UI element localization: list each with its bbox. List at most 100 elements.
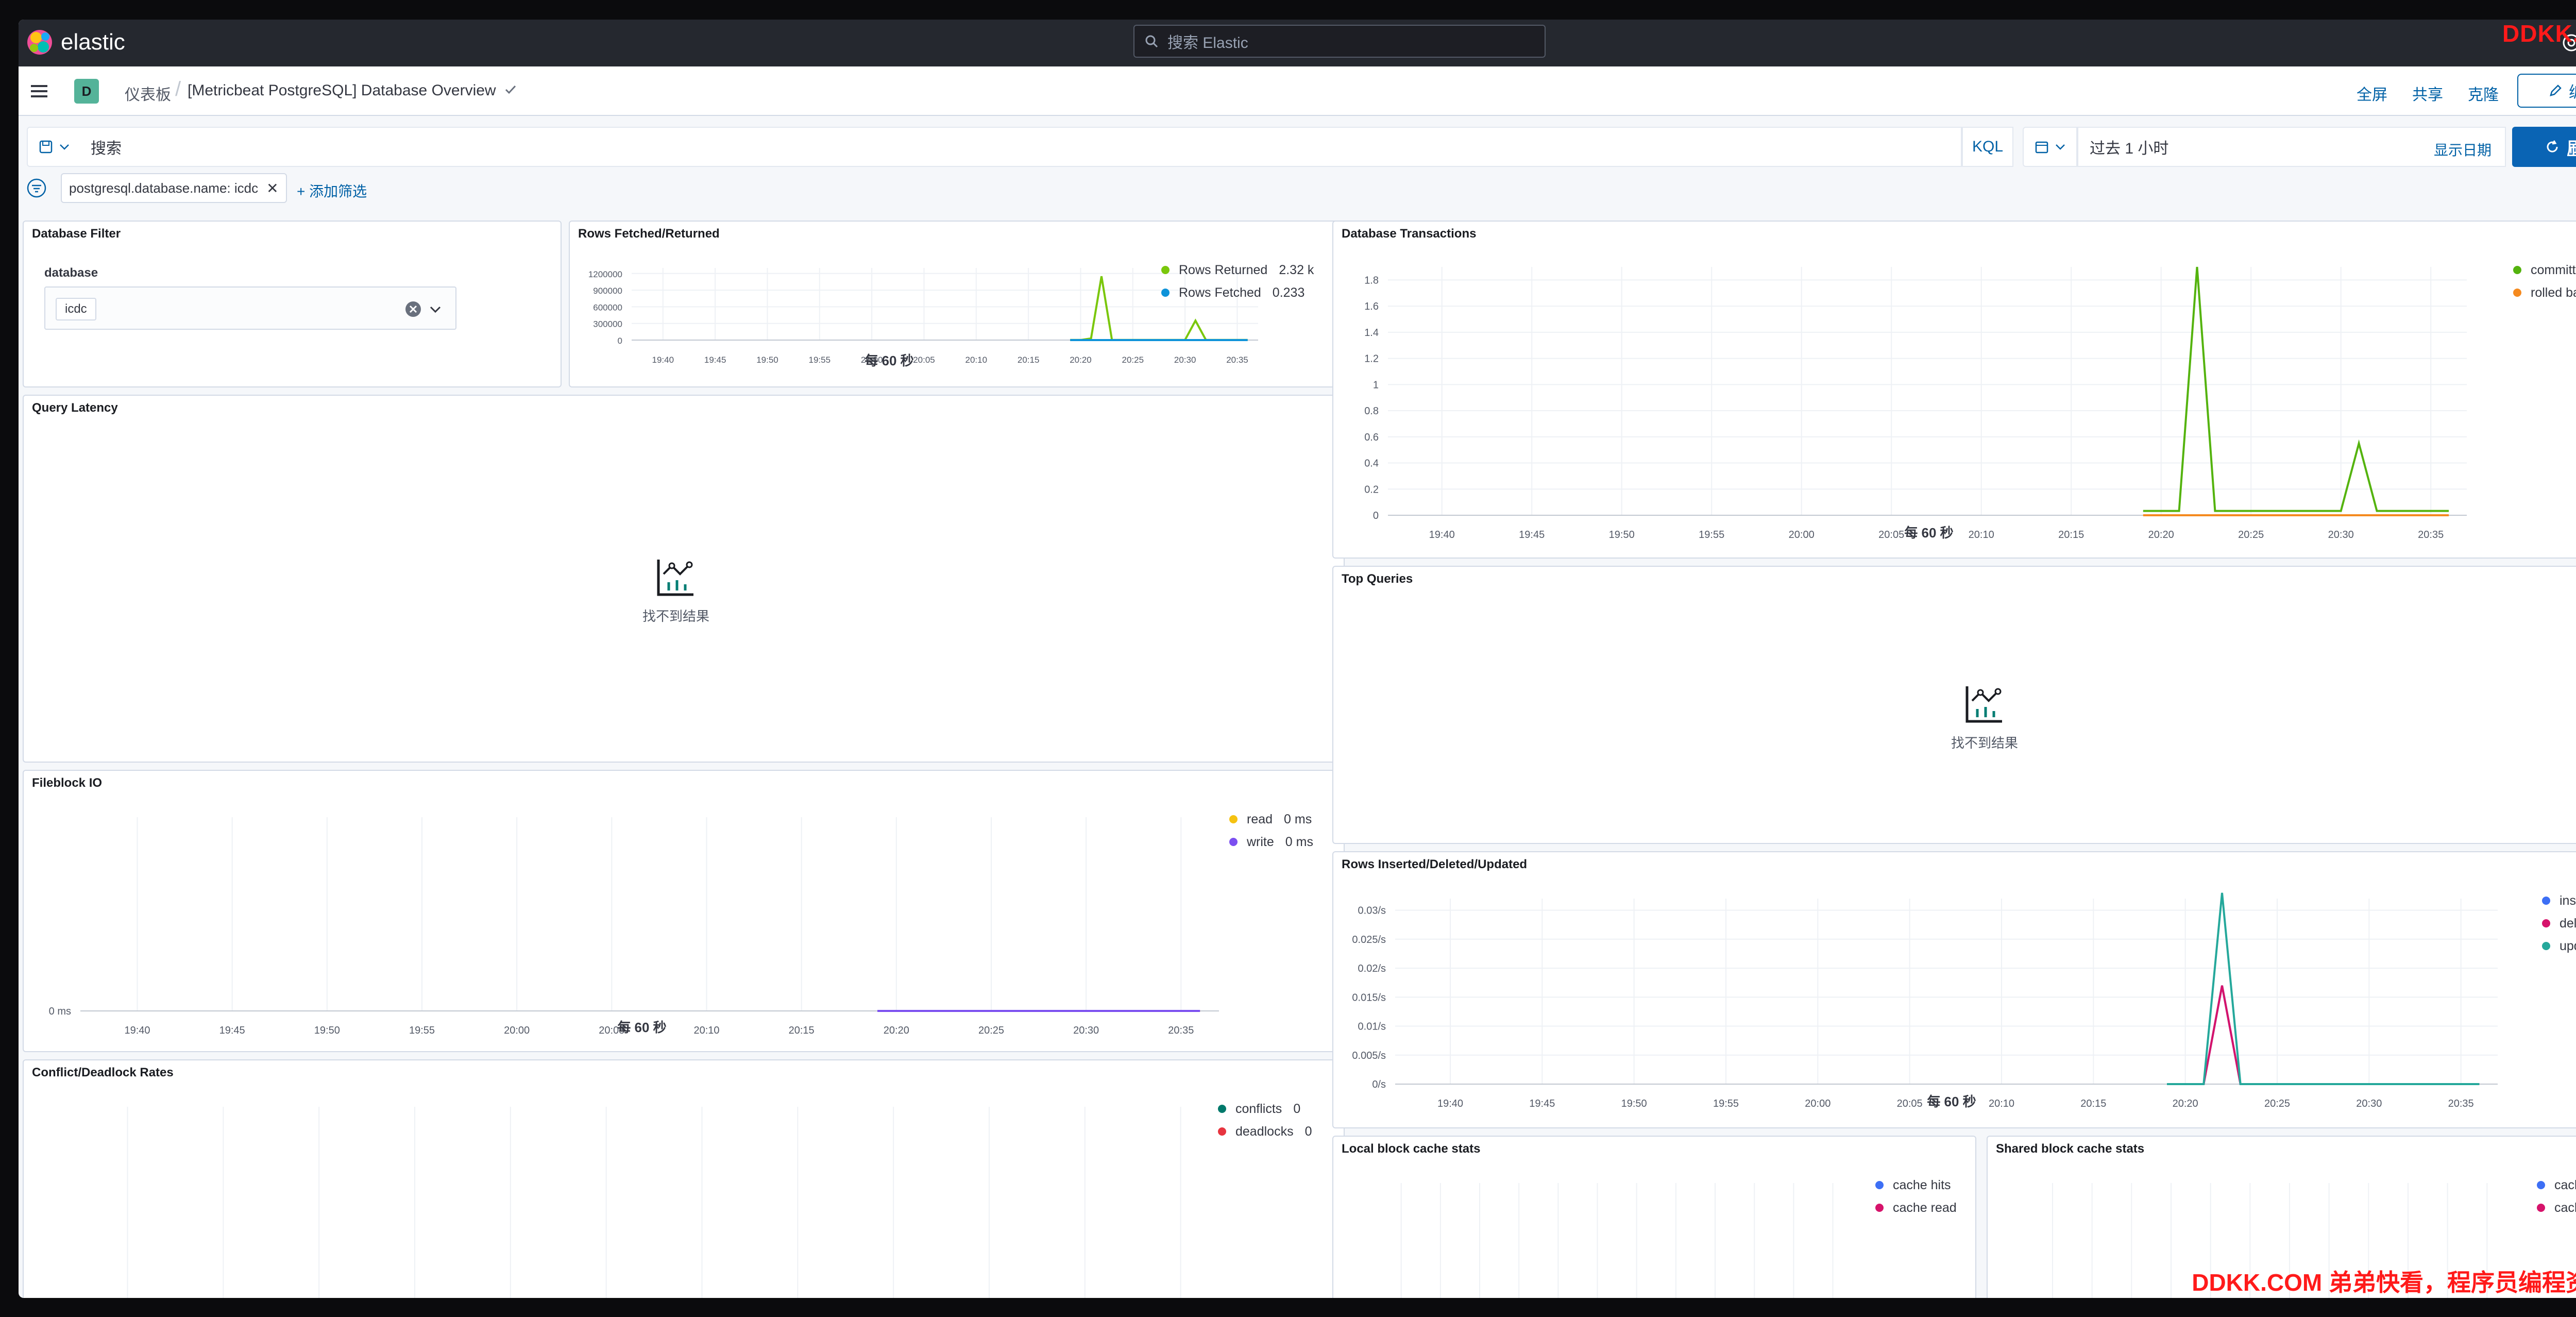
panel-title: Top Queries (1342, 572, 1413, 586)
legend-swatch (1229, 815, 1238, 823)
fullscreen-link[interactable]: 全屏 (2357, 87, 2387, 104)
watermark-bottom: DDKK.COM 弟弟快看，程序员编程资料站 (2192, 1269, 2576, 1296)
quick-date-button[interactable] (2023, 127, 2077, 167)
legend-item[interactable]: committed0.033 (2513, 259, 2576, 281)
x-tick-label: 20:05 (1897, 1098, 1923, 1109)
breadcrumb-dashboards[interactable]: 仪表板 (125, 87, 171, 104)
panel-local-block-cache: Local block cache stats cache hits cache … (1332, 1136, 1976, 1298)
x-axis-title: 每 60 秒 (617, 1020, 667, 1035)
legend-item[interactable]: deleted0/s (2542, 912, 2576, 935)
legend-item[interactable]: cache hits (2537, 1174, 2576, 1196)
x-tick-label: 20:25 (2238, 529, 2264, 541)
global-search-input[interactable]: 搜索 Elastic (1133, 25, 1546, 58)
x-tick-label: 19:50 (1621, 1098, 1647, 1109)
x-tick-label: 20:10 (965, 355, 988, 365)
fileblock-chart: 19:40 19:45 19:50 19:55 20:00 20:05 20:10 20:15… (49, 817, 1219, 1036)
share-link[interactable]: 共享 (2412, 87, 2443, 104)
panel-title: Rows Inserted/Deleted/Updated (1342, 857, 1528, 871)
chart-legend: cache hits cache read (2537, 1174, 2576, 1219)
x-tick-label: 19:40 (1429, 529, 1455, 541)
x-tick-label: 19:55 (1699, 529, 1724, 541)
conflict-chart (127, 1107, 1181, 1298)
query-input[interactable]: 搜索 (80, 127, 1962, 167)
legend-item[interactable]: updated0/s (2542, 935, 2576, 957)
chevron-down-icon[interactable] (429, 303, 442, 316)
x-tick-label: 19:50 (756, 355, 778, 365)
legend-label: cache hits (1893, 1177, 1951, 1192)
help-icon[interactable] (2558, 30, 2576, 56)
x-axis-title: 每 60 秒 (865, 353, 914, 368)
menu-icon[interactable] (28, 80, 50, 103)
refresh-button[interactable]: 刷新 (2512, 127, 2576, 167)
database-combobox[interactable]: icdc (44, 286, 456, 330)
legend-item[interactable]: read 0 ms (1229, 808, 1313, 831)
selected-database-pill[interactable]: icdc (56, 298, 96, 320)
kql-toggle[interactable]: KQL (1962, 127, 2013, 167)
y-tick-label: 0.4 (1364, 458, 1379, 469)
legend-item[interactable]: cache hits (1875, 1174, 1957, 1196)
series-line-deleted (2167, 985, 2480, 1085)
x-tick-label: 20:00 (504, 1025, 530, 1036)
clone-link[interactable]: 克隆 (2468, 87, 2499, 104)
y-tick-label: 0 ms (49, 1006, 71, 1017)
y-tick-label: 0/s (1372, 1079, 1386, 1090)
legend-item[interactable]: conflicts 0 (1218, 1098, 1312, 1120)
show-dates-link[interactable]: 显示日期 (2433, 142, 2492, 158)
x-tick-label: 20:15 (2080, 1098, 2106, 1109)
edit-button[interactable]: 编辑 (2517, 74, 2576, 108)
filter-pill-label: postgresql.database.name: icdc (69, 180, 259, 196)
kibana-app: elastic 搜索 Elastic DDKK.COM D 仪表板 / [Met… (19, 20, 2576, 1298)
chart-legend: committed0.033rolled back0 (2513, 259, 2576, 304)
clear-selection-icon[interactable] (404, 300, 422, 318)
legend-swatch (1875, 1181, 1884, 1189)
legend-value: 0 (1304, 1124, 1312, 1139)
legend-label: Rows Returned (1179, 262, 1268, 277)
no-results-text: 找不到结果 (642, 609, 710, 624)
x-tick-label: 20:10 (693, 1025, 719, 1036)
legend-swatch (1218, 1127, 1226, 1136)
legend-label: updated (2560, 938, 2576, 953)
refresh-icon (2547, 140, 2558, 153)
legend-swatch (1161, 289, 1170, 297)
no-results-message: 找不到结果 (1951, 682, 2018, 752)
x-tick-label: 20:30 (2356, 1098, 2382, 1109)
pencil-icon (2550, 85, 2562, 96)
y-tick-label: 0.03/s (1358, 905, 1386, 917)
space-avatar[interactable]: D (74, 79, 99, 104)
y-tick-label: 0.8 (1364, 406, 1379, 417)
chevron-down-icon (60, 144, 69, 150)
legend-swatch (2537, 1181, 2545, 1189)
x-tick-label: 20:35 (1226, 355, 1248, 365)
x-tick-label: 19:40 (124, 1025, 150, 1036)
filter-options-icon[interactable] (26, 177, 47, 199)
y-tick-label: 1.4 (1364, 327, 1379, 339)
y-tick-label: 1200000 (588, 269, 622, 279)
legend-item[interactable]: rolled back0 (2513, 281, 2576, 304)
legend-item[interactable]: write 0 ms (1229, 831, 1313, 853)
legend-item[interactable]: inserted0/s (2542, 889, 2576, 912)
saved-query-button[interactable] (27, 127, 81, 167)
legend-item[interactable]: Rows Returned 2.32 k (1161, 259, 1314, 281)
x-tick-label: 19:45 (1519, 529, 1545, 541)
legend-item[interactable]: Rows Fetched 0.233 (1161, 281, 1314, 304)
panel-shared-block-cache: Shared block cache stats cache hitscache… (1987, 1136, 2576, 1298)
panel-title: Rows Fetched/Returned (578, 227, 720, 241)
elastic-logo[interactable]: elastic (26, 27, 125, 58)
no-results-text: 找不到结果 (1951, 735, 2019, 751)
y-tick-label: 0.2 (1364, 484, 1379, 495)
x-tick-label: 20:15 (1018, 355, 1040, 365)
legend-item[interactable]: deadlocks 0 (1218, 1120, 1312, 1143)
x-tick-label: 20:25 (1122, 355, 1144, 365)
breadcrumb-separator: / (175, 78, 181, 100)
remove-filter-icon[interactable]: ✕ (266, 180, 279, 196)
time-range-display[interactable]: 过去 1 小时 显示日期 (2077, 127, 2506, 167)
legend-item[interactable]: cache read (1875, 1196, 1957, 1219)
y-tick-label: 0 (1373, 510, 1379, 521)
filter-pill[interactable]: postgresql.database.name: icdc ✕ (61, 173, 287, 203)
add-filter-link[interactable]: + 添加筛选 (297, 183, 367, 199)
legend-item[interactable]: cache read (2537, 1196, 2576, 1219)
legend-label: deadlocks (1235, 1124, 1294, 1139)
filter-bar: postgresql.database.name: icdc ✕ + 添加筛选 (19, 170, 2576, 206)
panel-database-transactions: Database Transactions 19:40 19:45 19:50 19:… (1332, 221, 2576, 559)
legend-swatch (2542, 897, 2550, 905)
